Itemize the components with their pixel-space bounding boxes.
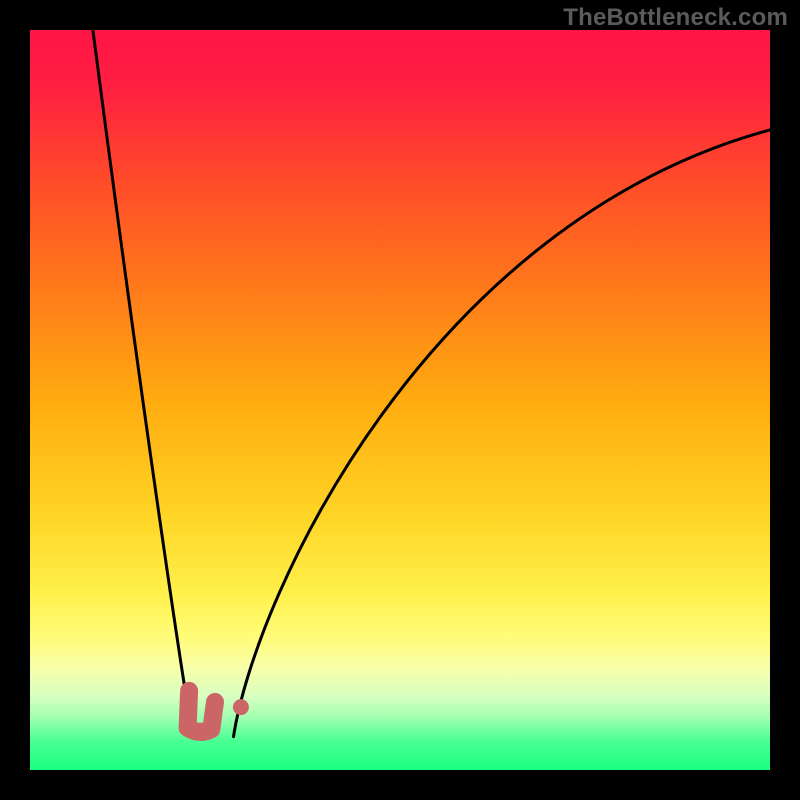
- dot-marker: [233, 699, 249, 715]
- chart-frame: TheBottleneck.com: [0, 0, 800, 800]
- plot-area: [30, 30, 770, 770]
- gradient-background: [30, 30, 770, 770]
- watermark-text: TheBottleneck.com: [563, 4, 788, 32]
- chart-svg: [30, 30, 770, 770]
